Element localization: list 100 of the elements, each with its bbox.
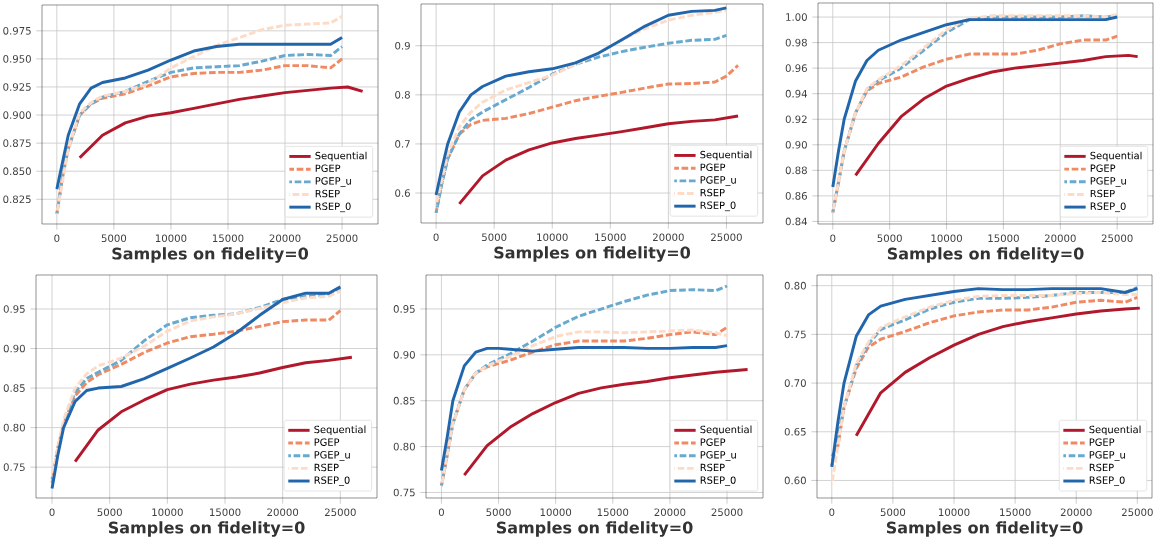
x-tick-label: 5000 — [877, 234, 902, 243]
y-tick-label: 0.88 — [785, 166, 807, 175]
x-tick-label: 20000 — [269, 234, 301, 243]
y-tick-label: 0.7 — [395, 140, 410, 148]
x-tick-label: 25000 — [324, 508, 356, 517]
y-tick-label: 0.92 — [785, 115, 807, 124]
x-tick-label: 10000 — [939, 508, 970, 517]
x-tick-label: 15000 — [597, 508, 629, 517]
y-tick-label: 0.75 — [393, 488, 415, 497]
y-tick-label: 0.80 — [3, 423, 25, 432]
x-tick-label: 25000 — [1101, 234, 1133, 243]
legend-label: RSEP_0 — [1090, 202, 1126, 213]
x-tick-label: 0 — [829, 508, 835, 517]
y-tick-label: 0.75 — [784, 330, 806, 339]
line-series — [78, 85, 365, 160]
x-axis-title: Samples on fidelity=0 — [494, 246, 691, 262]
y-tick-label: 0.850 — [3, 167, 31, 176]
y-tick-label: 0.86 — [785, 192, 807, 200]
y-tick-label: 0.70 — [784, 379, 806, 387]
y-tick-label: 0.975 — [3, 26, 31, 35]
line-series — [462, 368, 750, 477]
x-tick-label: 5000 — [101, 234, 127, 243]
x-tick-label: 0 — [49, 508, 55, 517]
y-tick-label: 0.825 — [3, 195, 31, 204]
legend-label: RSEP_0 — [700, 476, 736, 487]
x-tick-label: 15000 — [210, 508, 241, 517]
y-tick-label: 0.8 — [395, 90, 410, 99]
x-tick-label: 10000 — [152, 508, 183, 517]
x-axis-title: Samples on fidelity=0 — [112, 247, 309, 263]
legend-label: PGEP_u — [1089, 451, 1125, 461]
x-tick-label: 0 — [438, 508, 444, 517]
y-tick-label: 0.875 — [3, 139, 31, 147]
y-tick-label: 0.96 — [785, 64, 807, 72]
legend-label: PGEP — [1089, 438, 1115, 446]
y-tick-label: 0.85 — [393, 396, 415, 405]
x-tick-label: 25000 — [326, 234, 358, 243]
legend-label: PGEP — [315, 164, 341, 172]
legend-label: Sequential — [315, 151, 367, 162]
y-tick-label: 0.80 — [784, 281, 806, 290]
y-tick-label: 0.95 — [3, 305, 25, 313]
x-tick-label: 25000 — [1121, 508, 1153, 517]
x-tick-label: 20000 — [653, 233, 684, 242]
y-tick-label: 0.900 — [3, 111, 31, 119]
y-tick-label: 0.90 — [393, 350, 415, 359]
y-tick-label: 0.925 — [3, 83, 31, 91]
x-tick-label: 20000 — [267, 508, 299, 517]
legend-label: RSEP — [314, 463, 339, 472]
x-tick-label: 20000 — [1044, 234, 1076, 243]
legend-label: RSEP_0 — [315, 202, 351, 213]
x-axis-title: Samples on fidelity=0 — [108, 521, 305, 537]
legend-label: RSEP_0 — [314, 476, 350, 487]
legend-label: Sequential — [700, 425, 752, 436]
x-tick-label: 5000 — [486, 508, 511, 517]
legend-label: PGEP — [314, 438, 340, 446]
x-tick-label: 15000 — [212, 234, 244, 243]
x-tick-label: 25000 — [711, 233, 742, 242]
y-tick-label: 0.84 — [785, 217, 808, 226]
legend-label: PGEP_u — [700, 176, 736, 186]
y-tick-label: 0.95 — [393, 305, 415, 313]
x-tick-label: 0 — [433, 233, 439, 242]
legend-label: PGEP — [700, 438, 726, 446]
x-tick-label: 5000 — [97, 508, 122, 517]
x-tick-label: 15000 — [595, 233, 626, 242]
legend-label: PGEP_u — [314, 451, 350, 461]
x-axis-title: Samples on fidelity=0 — [887, 247, 1084, 263]
legend-label: PGEP_u — [700, 451, 736, 461]
legend-label: RSEP — [700, 188, 725, 197]
x-tick-label: 5000 — [482, 233, 507, 242]
x-axis-title: Samples on fidelity=0 — [886, 521, 1083, 537]
x-axis-title: Samples on fidelity=0 — [496, 521, 693, 537]
y-tick-label: 0.75 — [3, 463, 25, 471]
x-tick-label: 0 — [830, 234, 836, 243]
x-tick-label: 0 — [54, 234, 60, 243]
y-tick-label: 0.85 — [3, 384, 25, 392]
y-tick-label: 0.950 — [3, 55, 31, 63]
y-tick-label: 0.80 — [393, 442, 415, 451]
legend-label: Sequential — [1090, 151, 1142, 162]
legend-label: RSEP — [1090, 189, 1115, 198]
y-tick-label: 0.9 — [395, 41, 410, 50]
legend-label: RSEP — [315, 189, 340, 198]
legend-label: PGEP_u — [315, 177, 351, 187]
y-tick-label: 0.6 — [395, 189, 410, 197]
y-tick-label: 0.90 — [3, 344, 25, 353]
x-tick-label: 15000 — [1000, 508, 1031, 517]
legend-label: PGEP_u — [1090, 177, 1126, 187]
x-tick-label: 25000 — [711, 508, 743, 517]
y-tick-label: 0.90 — [785, 140, 807, 149]
x-tick-label: 5000 — [880, 508, 906, 517]
legend-label: Sequential — [700, 150, 752, 161]
legend-label: RSEP — [700, 463, 725, 472]
y-tick-label: 0.98 — [785, 38, 807, 47]
y-tick-label: 0.60 — [784, 476, 806, 485]
x-tick-label: 10000 — [931, 234, 962, 243]
legend-label: RSEP_0 — [1089, 476, 1125, 487]
legend-label: Sequential — [314, 425, 366, 436]
x-tick-label: 20000 — [654, 508, 686, 517]
x-tick-label: 15000 — [988, 234, 1019, 243]
y-tick-label: 0.94 — [785, 89, 808, 98]
x-tick-label: 10000 — [540, 508, 572, 517]
x-tick-label: 20000 — [1060, 508, 1092, 517]
